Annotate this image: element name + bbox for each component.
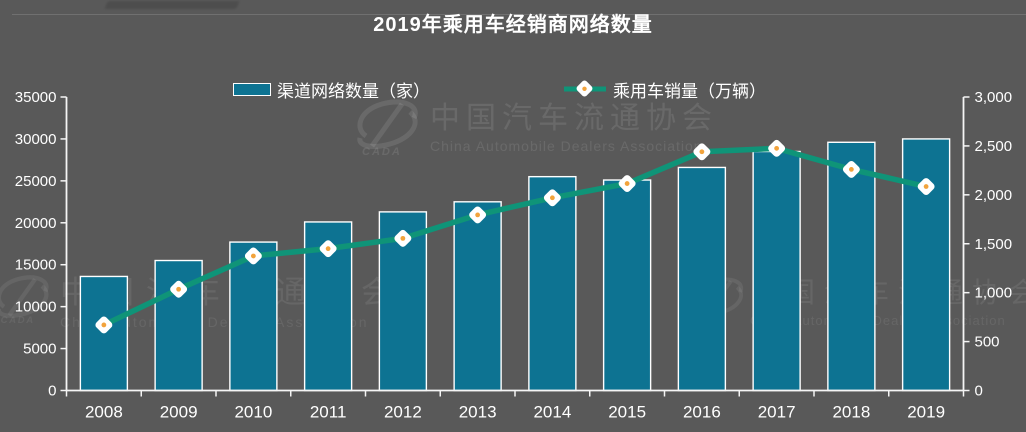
bar-2013[interactable] [453,201,502,392]
left-axis-tick-label: 35000 [15,89,57,106]
line-point-2013[interactable] [468,205,488,225]
line-point-2012[interactable] [393,228,413,248]
top-divider [12,14,1026,15]
x-axis-label-2013: 2013 [459,403,497,422]
x-axis-label-2018: 2018 [832,403,870,422]
line-point-2010[interactable] [243,246,263,266]
x-axis-label-2019: 2019 [907,403,945,422]
right-axis-tick-label: 500 [975,334,1000,351]
line-point-2014[interactable] [542,188,562,208]
legend-line-label: 乘用车销量（万辆） [613,81,766,101]
legend-bar-label: 渠道网络数量（家） [277,81,430,101]
line-point-2018[interactable] [841,159,861,179]
line-series-swatch-icon [564,80,606,97]
line-point-2016[interactable] [692,142,712,162]
bar-2017[interactable] [752,150,801,392]
line-point-2008[interactable] [94,315,114,335]
x-axis-label-2009: 2009 [160,403,198,422]
bar-2018[interactable] [827,141,876,392]
right-axis-tick-label: 2,500 [975,138,1013,155]
x-axis-label-2014: 2014 [533,403,571,422]
x-axis-label-2008: 2008 [85,403,123,422]
right-axis-tick-label: 0 [975,383,983,400]
right-axis-tick-label: 2,000 [975,187,1013,204]
right-axis-tick-label: 1,000 [975,285,1013,302]
line-point-2009[interactable] [169,279,189,299]
bar-series-swatch-icon [233,82,271,96]
line-point-2011[interactable] [318,239,338,259]
left-axis-tick-label: 20000 [15,215,57,232]
x-axis-label-2015: 2015 [608,403,646,422]
bar-2019[interactable] [901,138,951,392]
bar-2016[interactable] [677,166,727,392]
bar-2015[interactable] [602,179,652,392]
right-axis-tick-label: 1,500 [975,236,1013,253]
left-axis-tick-label: 0 [48,383,56,400]
left-axis-tick-label: 5000 [23,341,56,358]
left-axis-tick-label: 15000 [15,257,57,274]
line-point-2019[interactable] [916,177,936,197]
x-axis-label-2016: 2016 [683,403,721,422]
bar-2014[interactable] [528,175,577,392]
bar-2008[interactable] [79,275,129,392]
chart-title: 2019年乘用车经销商网络数量 [373,14,653,36]
left-axis-tick-label: 10000 [15,299,57,316]
line-point-2015[interactable] [617,174,637,194]
x-axis-label-2017: 2017 [758,403,796,422]
right-axis-tick-label: 3,000 [975,89,1013,106]
line-point-2017[interactable] [767,138,787,158]
x-axis-label-2011: 2011 [310,403,347,422]
x-axis-label-2010: 2010 [234,403,272,422]
left-axis-tick-label: 30000 [15,131,57,148]
left-axis-tick-label: 25000 [15,173,57,190]
legend-item-network[interactable]: 渠道网络数量（家） [233,78,430,101]
legend-item-sales[interactable]: 乘用车销量（万辆） [563,78,766,101]
x-axis-label-2012: 2012 [384,403,422,422]
